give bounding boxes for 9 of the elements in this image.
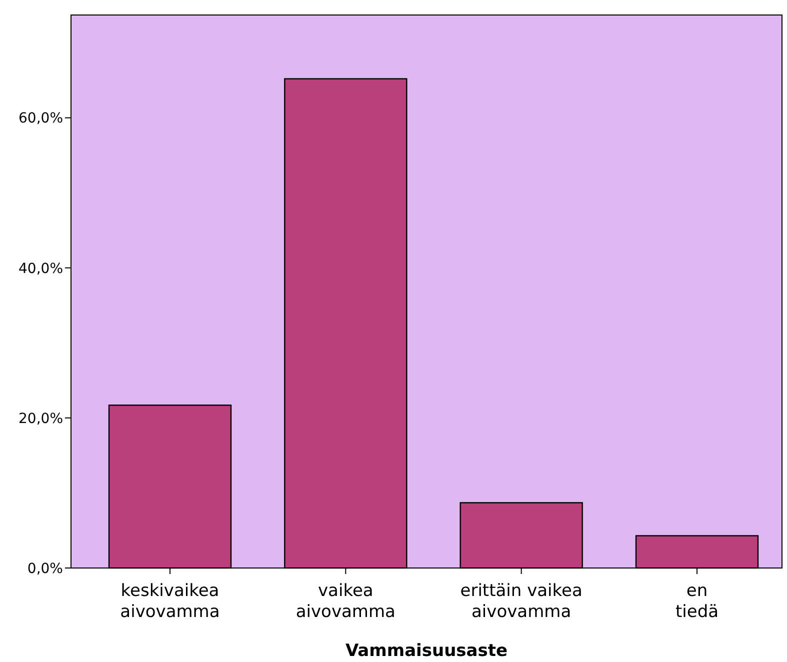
x-tick-label: en tiedä (675, 581, 719, 622)
y-tick-label: 40,0% (18, 260, 63, 277)
y-tick-label: 60,0% (18, 110, 63, 127)
x-axis-title: Vammaisuusaste (345, 641, 508, 661)
y-tick-label: 20,0% (18, 410, 63, 427)
x-tick-label: keskivaikea aivovamma (120, 581, 220, 622)
x-tick-label: erittäin vaikea aivovamma (460, 581, 582, 622)
x-tick-label: vaikea aivovamma (296, 581, 396, 622)
y-tick-label: 0,0% (27, 560, 63, 577)
